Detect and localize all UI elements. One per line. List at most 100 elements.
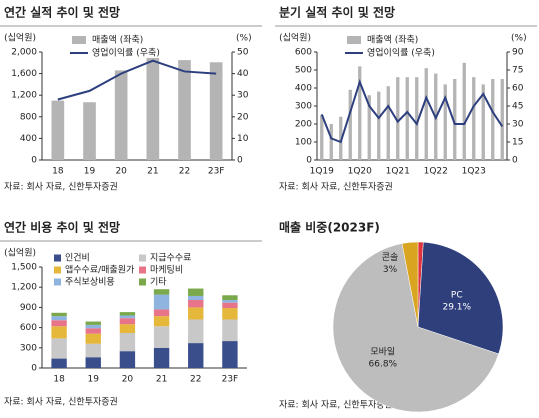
x-tick-label: 23F (222, 375, 239, 385)
bar-segment (153, 309, 170, 317)
y-tick-label: 1,600 (11, 69, 37, 79)
bar-segment (153, 294, 170, 310)
y2-tick-label: 20 (237, 112, 249, 122)
bar (443, 84, 447, 160)
bar (491, 79, 495, 160)
bar-segment (188, 307, 204, 320)
bar-segment (222, 295, 238, 300)
y-axis-label: (십억원) (279, 32, 311, 44)
bar-segment (222, 308, 238, 320)
y2-tick-label: 90 (512, 48, 524, 58)
bar (462, 62, 466, 160)
y-tick-label: 500 (295, 66, 312, 76)
y-tick-label: 1,200 (11, 91, 37, 101)
bar-segment (51, 326, 67, 339)
slice-value: 3% (383, 265, 398, 275)
slice-value: 29.1% (442, 302, 471, 312)
bar-segment (85, 333, 101, 344)
bar (320, 115, 324, 160)
bar-segment (222, 299, 238, 303)
bar-segment (188, 319, 204, 344)
bar-segment (153, 347, 170, 368)
y-tick-label: 800 (20, 112, 37, 122)
legend-swatch (139, 278, 146, 286)
legend-label: 앱수수료/매출원가 (65, 264, 134, 276)
legend-swatch (54, 266, 61, 274)
y2-tick-label: 75 (512, 66, 523, 76)
legend-label: 인건비 (65, 253, 90, 264)
bar (405, 77, 409, 160)
y2-tick-label: 50 (237, 48, 249, 58)
y-tick-label: 1,500 (11, 263, 37, 273)
line (57, 59, 217, 101)
x-tick-label: 18 (52, 167, 64, 177)
y-tick-label: 100 (295, 138, 312, 148)
bar (51, 100, 65, 160)
bar-segment (188, 343, 204, 368)
legend-label: 주식보상비용 (65, 277, 115, 288)
legend-label: 영업이익률 (우축) (92, 47, 160, 59)
line (320, 79, 504, 144)
bar-segment (222, 341, 238, 368)
y-tick-label: 2,000 (11, 48, 37, 58)
bar (472, 77, 476, 160)
bar (415, 77, 419, 160)
y-tick-label: 600 (295, 48, 312, 58)
pie-slice (332, 243, 499, 413)
legend-swatch (72, 36, 86, 44)
bar (114, 70, 128, 160)
y2-tick-label: 45 (512, 102, 523, 112)
bar (329, 124, 333, 160)
bar-segment (85, 324, 101, 329)
y-tick-label: 300 (295, 102, 312, 112)
bar (358, 66, 362, 160)
bar (146, 57, 160, 160)
x-tick-label: 20 (122, 375, 134, 385)
bar (367, 95, 371, 160)
bar-segment (119, 315, 136, 319)
x-tick-label: 1Q22 (424, 167, 448, 177)
bar (178, 60, 191, 160)
bar-segment (153, 289, 170, 295)
slice-value: 1% (413, 256, 428, 266)
bar-segment (85, 328, 101, 334)
legend-label: 기타 (150, 277, 167, 288)
x-tick-label: 1Q20 (348, 167, 373, 177)
x-tick-label: 20 (115, 167, 127, 177)
bar-segment (85, 343, 101, 358)
x-tick-label: 19 (84, 167, 96, 177)
pie-slice (417, 241, 504, 355)
x-tick-label: 1Q23 (462, 167, 486, 177)
slice-label: 기타 (412, 243, 429, 254)
y-axis-label: (십억원) (4, 32, 36, 44)
y-tick-label: 0 (306, 156, 312, 166)
y-tick-label: 400 (20, 134, 37, 144)
y-tick-label: 400 (295, 84, 312, 94)
bar-segment (119, 332, 136, 352)
y2-axis-label: (%) (236, 34, 252, 44)
bar-segment (51, 338, 67, 359)
chart-title: 연간 비용 추이 및 전망 (4, 220, 120, 235)
y2-tick-label: 30 (512, 120, 524, 130)
bar (83, 102, 96, 160)
bar (396, 77, 400, 160)
bar-segment (188, 295, 204, 300)
bar-segment (153, 316, 170, 327)
x-tick-label: 21 (147, 167, 158, 177)
y-axis-label: (십억원) (4, 247, 36, 259)
y2-tick-label: 60 (512, 84, 524, 94)
y2-tick-label: 0 (237, 156, 243, 166)
y-tick-label: 600 (20, 323, 37, 333)
x-tick-label: 22 (179, 167, 190, 177)
legend-label: 매출액 (좌축) (367, 34, 418, 46)
bar-segment (222, 302, 238, 309)
bar-segment (119, 318, 136, 325)
bar (339, 116, 343, 160)
y-tick-label: 0 (31, 156, 37, 166)
y2-tick-label: 15 (512, 138, 523, 148)
slice-value: 66.8% (369, 359, 398, 369)
bar-segment (188, 299, 204, 308)
bar (209, 62, 223, 161)
y2-axis-label: (%) (511, 34, 527, 44)
source-note: 자료: 회사 자료, 신한투자증권 (279, 181, 393, 193)
